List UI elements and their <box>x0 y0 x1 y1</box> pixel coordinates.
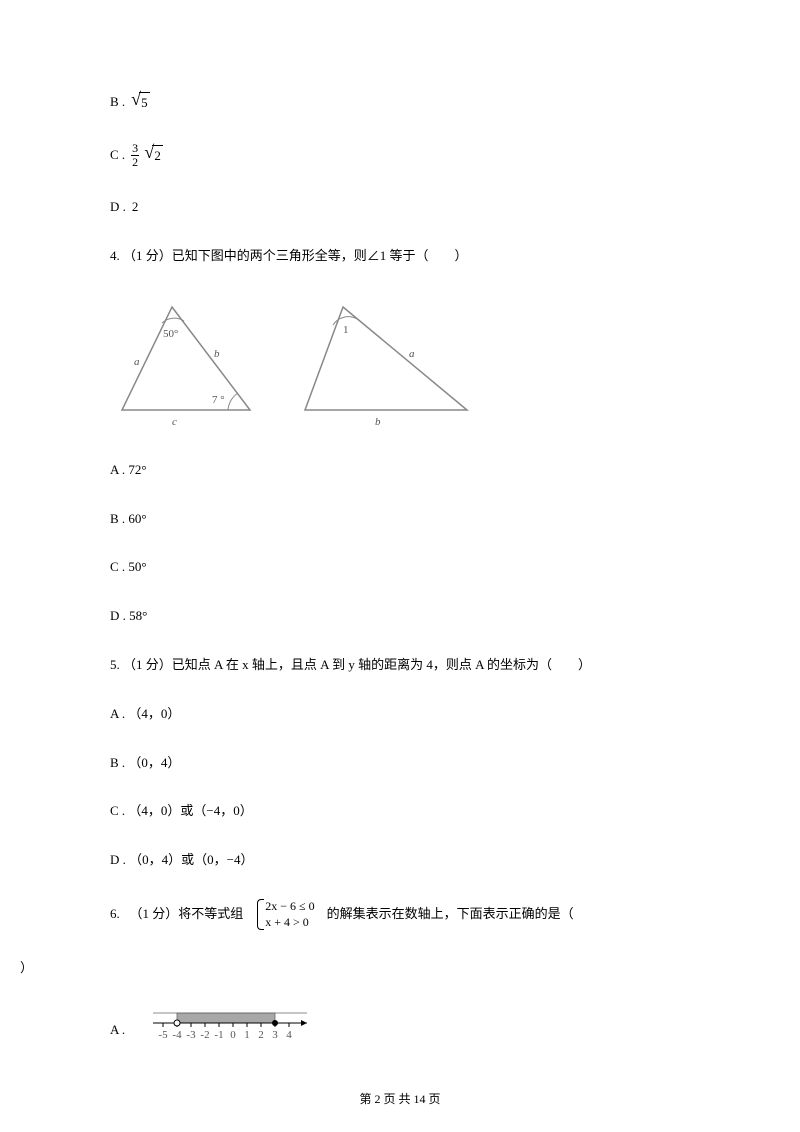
question-4-stem: 4. （1 分）已知下图中的两个三角形全等，则∠1 等于（ ） <box>110 246 690 267</box>
question-6-stem: 6. （1 分）将不等式组 2x − 6 ≤ 0 x + 4 > 0 的解集表示… <box>110 899 690 930</box>
angle-label: 7 ° <box>212 394 225 406</box>
inequality-1: 2x − 6 ≤ 0 <box>265 899 314 915</box>
option-3d: D . 2 <box>110 197 690 218</box>
triangle-1: 50° 7 ° a b c <box>110 295 265 430</box>
option-4b: B . 60° <box>110 509 690 530</box>
option-3b: B . √ 5 <box>110 90 690 114</box>
side-label: a <box>409 348 415 360</box>
radicand: 5 <box>139 92 150 114</box>
option-3c: C . 3 2 √ 2 <box>110 142 690 169</box>
svg-text:-2: -2 <box>201 1029 210 1041</box>
angle-label: 50° <box>163 328 178 340</box>
inequality-2: x + 4 > 0 <box>265 915 314 931</box>
svg-text:3: 3 <box>272 1029 278 1041</box>
number-line-svg: -5 -4 -3 -2 -1 01234 <box>151 1007 321 1047</box>
option-4a: A . 72° <box>110 460 690 481</box>
option-5d: D . （0，4）或（0，−4） <box>110 850 690 871</box>
svg-text:-3: -3 <box>187 1029 197 1041</box>
option-6a: A . -5 -4 -3 -2 -1 01234 <box>110 1007 690 1054</box>
radicand: 2 <box>152 145 163 167</box>
page-body: B . √ 5 C . 3 2 √ 2 D . 2 4. （1 分）已知下图中的… <box>0 0 800 1122</box>
svg-text:4: 4 <box>286 1029 292 1041</box>
svg-text:-1: -1 <box>215 1029 224 1041</box>
question-5-stem: 5. （1 分）已知点 A 在 x 轴上，且点 A 到 y 轴的距离为 4，则点… <box>110 655 690 676</box>
fraction: 3 2 <box>131 142 139 169</box>
triangles-figure: 50° 7 ° a b c 1 a b <box>110 295 690 430</box>
svg-text:0: 0 <box>230 1029 236 1041</box>
close-paren: ） <box>20 958 690 979</box>
denominator: 2 <box>131 155 139 169</box>
option-4c: C . 50° <box>110 557 690 578</box>
svg-text:-4: -4 <box>173 1029 183 1041</box>
svg-text:-5: -5 <box>159 1029 169 1041</box>
svg-text:1: 1 <box>244 1029 250 1041</box>
side-label: b <box>375 416 381 428</box>
inequality-system: 2x − 6 ≤ 0 x + 4 > 0 <box>255 899 314 930</box>
option-5a: A . （4，0） <box>110 704 690 725</box>
angle-label: 1 <box>343 324 349 336</box>
fraction-sqrt-expression: 3 2 √ 2 <box>131 142 163 169</box>
side-label: c <box>172 416 177 428</box>
option-label: B . <box>110 92 125 113</box>
stem-pre: 6. （1 分）将不等式组 <box>110 904 243 925</box>
option-4d: D . 58° <box>110 606 690 627</box>
option-label: C . <box>110 145 125 166</box>
side-label: a <box>134 356 140 368</box>
triangle-2: 1 a b <box>295 295 475 430</box>
option-label: A . <box>110 1020 125 1041</box>
svg-text:2: 2 <box>258 1029 264 1041</box>
option-5b: B . （0，4） <box>110 753 690 774</box>
numerator: 3 <box>132 142 138 155</box>
stem-post: 的解集表示在数轴上，下面表示正确的是（ <box>327 904 574 925</box>
option-5c: C . （4，0）或（−4，0） <box>110 801 690 822</box>
page-footer: 第 2 页 共 14 页 <box>0 1090 800 1107</box>
option-value: 2 <box>132 197 139 218</box>
side-label: b <box>214 348 220 360</box>
number-line-figure: -5 -4 -3 -2 -1 01234 <box>151 1007 321 1054</box>
sqrt-expression: √ 5 <box>131 90 149 114</box>
option-label: D . <box>110 197 126 218</box>
